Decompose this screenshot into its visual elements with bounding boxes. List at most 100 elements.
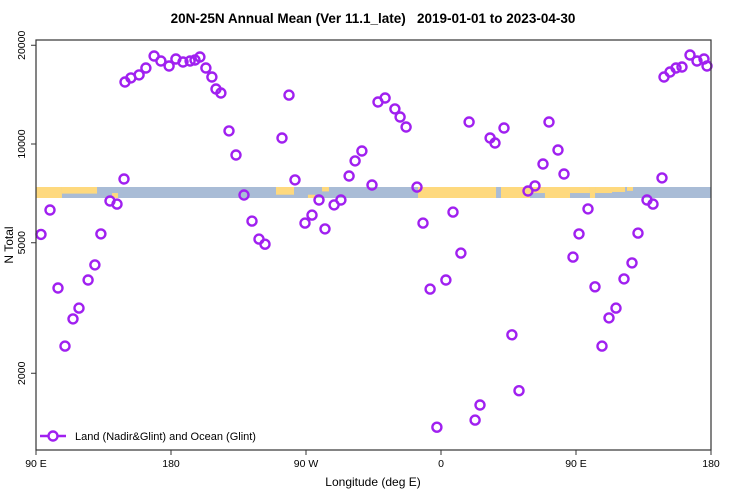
y-tick-label: 10000 <box>16 129 28 158</box>
data-point <box>82 274 94 286</box>
data-point <box>155 55 167 67</box>
data-point <box>596 340 608 352</box>
data-point <box>469 414 481 426</box>
data-point <box>215 87 227 99</box>
data-point <box>676 61 688 73</box>
data-point <box>552 144 564 156</box>
map-strip-segment <box>595 187 612 194</box>
x-axis-ticks: 90 E 180 90 W 0 90 E 180 <box>25 450 720 470</box>
map-strip-segment <box>589 187 596 198</box>
data-point <box>343 170 355 182</box>
data-point <box>194 51 206 63</box>
map-strip-segment <box>112 193 119 198</box>
data-point <box>299 217 311 229</box>
data-point <box>35 228 47 241</box>
data-point <box>313 194 325 206</box>
data-point <box>417 217 429 229</box>
data-point <box>319 223 331 235</box>
data-point <box>206 71 218 83</box>
data-point <box>59 340 71 352</box>
data-point <box>610 302 622 314</box>
map-strip-segment <box>322 187 329 192</box>
data-point <box>474 399 486 411</box>
x-tick-label: 180 <box>702 458 720 470</box>
x-axis-title: Longitude (deg E) <box>325 475 420 489</box>
data-point <box>618 273 630 285</box>
data-point <box>238 189 250 201</box>
data-point <box>118 173 130 185</box>
data-point <box>95 228 107 240</box>
data-point <box>529 180 541 192</box>
data-point <box>306 209 318 221</box>
data-point <box>140 62 152 74</box>
data-point <box>184 55 196 67</box>
data-point <box>44 204 56 216</box>
legend-marker-icon <box>47 430 59 442</box>
data-point <box>276 132 288 144</box>
map-strip-segment <box>418 187 497 198</box>
plot-border <box>35 39 712 451</box>
data-point <box>647 198 659 210</box>
data-point <box>230 149 242 161</box>
y-tick-label: 5000 <box>16 231 28 255</box>
data-point <box>447 206 459 218</box>
map-strip-ocean <box>36 187 711 198</box>
map-strip-segment <box>276 187 294 195</box>
x-tick-label: 0 <box>438 458 444 470</box>
map-strip-segment <box>61 187 98 194</box>
data-point <box>543 116 555 128</box>
data-point <box>411 181 423 193</box>
map-strip-segment <box>544 187 570 198</box>
map-strip-segment <box>501 187 530 198</box>
map-strip-segment <box>612 187 626 192</box>
data-point <box>283 89 295 101</box>
map-strip-segment <box>627 187 633 191</box>
data-point <box>394 111 406 123</box>
data-point <box>400 121 412 133</box>
data-point <box>489 137 501 149</box>
y-tick-label: 2000 <box>16 361 28 385</box>
data-point <box>670 62 682 74</box>
data-point <box>379 92 391 104</box>
data-point <box>632 227 644 239</box>
data-point <box>506 329 518 341</box>
data-point <box>656 172 668 184</box>
data-point <box>558 168 570 180</box>
data-point <box>52 282 64 294</box>
data-point <box>389 103 401 115</box>
x-tick-label: 90 W <box>294 458 319 470</box>
legend: Land (Nadir&Glint) and Ocean (Glint) <box>40 430 256 443</box>
data-point <box>431 421 443 433</box>
map-strip-segment <box>36 187 62 198</box>
data-point <box>498 122 510 134</box>
data-point <box>246 215 258 227</box>
y-tick-label: 20000 <box>16 31 28 60</box>
map-strip-segment <box>307 194 315 198</box>
data-point <box>111 198 123 210</box>
data-point <box>626 257 638 269</box>
data-point <box>177 56 189 68</box>
data-point <box>424 283 436 295</box>
data-point <box>356 145 368 157</box>
data-point <box>691 55 703 67</box>
data-points <box>35 49 713 433</box>
data-point <box>573 228 585 240</box>
y-axis-title: N Total <box>2 226 16 263</box>
data-point <box>73 302 85 314</box>
data-point <box>582 203 594 215</box>
data-point <box>567 251 579 263</box>
x-tick-label: 90 E <box>565 458 587 470</box>
data-point <box>67 313 79 325</box>
x-tick-label: 90 E <box>25 458 47 470</box>
data-point <box>289 174 301 186</box>
data-point <box>349 155 361 167</box>
data-point <box>89 259 101 271</box>
x-tick-label: 180 <box>162 458 180 470</box>
data-point <box>440 274 452 286</box>
y-axis-ticks: 2000 5000 10000 20000 <box>16 31 36 385</box>
data-point <box>684 49 696 61</box>
data-point <box>455 247 467 259</box>
data-point <box>133 69 145 81</box>
